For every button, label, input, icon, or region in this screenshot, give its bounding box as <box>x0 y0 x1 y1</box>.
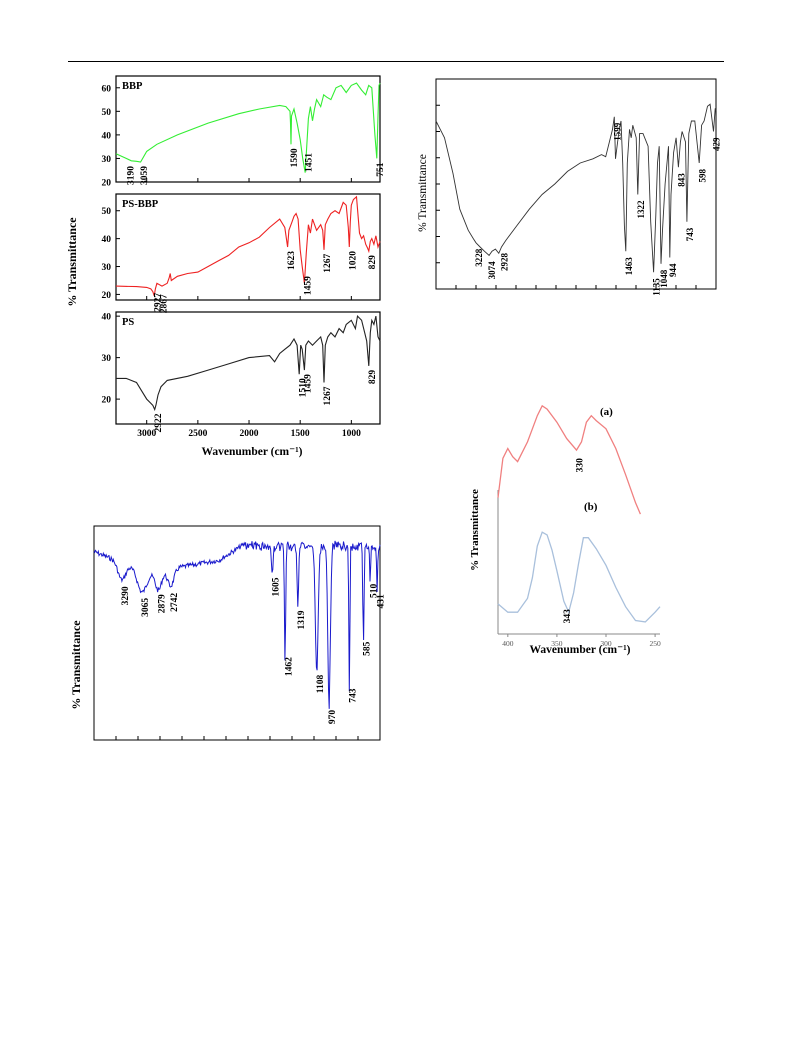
peak-label: 2742 <box>170 593 180 612</box>
spectrum-line <box>115 195 381 296</box>
peak-label: 1135 <box>652 278 662 296</box>
ftir-blue-ylabel: % Transmittance <box>69 620 83 710</box>
peak-label: 3228 <box>474 248 484 266</box>
peak-label: 1048 <box>659 269 669 288</box>
series-label-b: (b) <box>584 501 598 513</box>
panel-frame <box>115 75 381 183</box>
peak-label: 3065 <box>141 598 151 617</box>
peak-label: 1451 <box>304 153 314 172</box>
peak-label: 330 <box>576 458 586 473</box>
peak-label: 2922 <box>154 413 164 432</box>
peak-label: 1462 <box>284 657 294 676</box>
y-tick-label: 60 <box>102 84 112 94</box>
x-tick-label: 1000 <box>342 429 361 439</box>
ftir-stack-ylabel: % Transmittance <box>65 217 79 307</box>
peak-label: 1319 <box>297 610 307 629</box>
y-tick-label: 20 <box>102 291 112 301</box>
panel-label: BBP <box>122 81 143 92</box>
y-tick-label: 30 <box>102 263 112 273</box>
peak-label: 2928 <box>500 253 510 272</box>
x-tick-label: 3000 <box>137 429 156 439</box>
peak-label: 970 <box>328 710 338 725</box>
peak-label: 431 <box>376 594 386 609</box>
peak-label: 510 <box>369 583 379 598</box>
y-tick-label: 30 <box>102 155 112 165</box>
x-tick-label: 2500 <box>188 429 207 439</box>
peak-label: 1599 <box>612 122 622 141</box>
peak-label: 751 <box>376 162 386 177</box>
y-tick-label: 40 <box>102 131 112 141</box>
y-tick-label: 20 <box>102 179 112 189</box>
peak-label: 1605 <box>271 577 281 596</box>
peak-label: 1459 <box>304 374 314 393</box>
far-ir-ylabel: % Transmittance <box>469 489 481 571</box>
x-tick-label: 400 <box>502 639 514 648</box>
peak-label: 598 <box>697 169 707 183</box>
spectrum-line <box>116 314 381 412</box>
header-rule <box>68 61 724 62</box>
peak-label: 3074 <box>487 261 497 280</box>
peak-label: 3190 <box>126 166 136 185</box>
peak-label: 2927 <box>153 293 163 312</box>
x-tick-label: 2000 <box>240 429 259 439</box>
peak-label: 1108 <box>316 674 326 693</box>
ftir-right-ylabel: % Transmittance <box>417 154 429 232</box>
series-label-a: (a) <box>600 406 613 418</box>
stack-panel-bbp: 20 30 40 50 60 BBP 3190 3059 1590 1451 751 <box>102 75 386 189</box>
panel-frame <box>115 311 381 425</box>
peak-label: 585 <box>363 641 373 656</box>
peak-label: 843 <box>676 173 686 187</box>
far-ir-xlabel: Wavenumber (cm⁻¹) <box>530 644 631 656</box>
plot-frame <box>93 525 381 741</box>
y-tick-label: 50 <box>102 207 112 217</box>
y-tick-label: 20 <box>102 396 112 406</box>
far-ir-figure: 400 350 300 250 330 343 (a) (b) % Transmittance… <box>469 404 661 656</box>
peak-label: 3290 <box>121 586 131 605</box>
ftir-blue-figure: 3290 3065 2879 2742 1605 1462 1319 1108 970 743 58… <box>69 525 386 741</box>
peak-label: 1459 <box>304 276 314 295</box>
series-line-1 <box>497 531 661 623</box>
peak-label: 1590 <box>290 148 300 167</box>
x-tick-label: 300 <box>600 639 612 648</box>
peak-label: 1463 <box>624 257 634 276</box>
peak-label: 1623 <box>287 251 297 270</box>
ftir-stack-xlabel: Wavenumber (cm⁻¹) <box>202 446 303 458</box>
x-tick-label: 350 <box>551 639 563 648</box>
spectrum-line <box>93 540 381 709</box>
peak-label: 829 <box>368 255 378 270</box>
peak-label: 429 <box>712 137 722 151</box>
series-line-0 <box>497 404 641 515</box>
peak-label: 1267 <box>323 386 333 405</box>
y-tick-label: 50 <box>102 108 112 118</box>
x-tick-label: 1500 <box>291 429 310 439</box>
panel-label: PS-BBP <box>122 199 159 210</box>
peak-label: 1510 <box>298 378 308 397</box>
panel-frame <box>115 193 381 301</box>
peak-label: 743 <box>685 227 695 241</box>
panel-label: PS <box>122 317 134 328</box>
spectrum-line <box>435 103 717 273</box>
peak-label: 743 <box>349 688 359 703</box>
peak-label: 1267 <box>323 254 333 273</box>
ftir-stack-figure: 20 30 40 50 60 BBP 3190 3059 1590 1451 751 20 30 40 50… <box>65 75 386 458</box>
peak-label: 1322 <box>636 200 646 219</box>
peak-label: 944 <box>668 263 678 277</box>
peak-label: 343 <box>563 609 573 624</box>
y-tick-label: 40 <box>102 313 112 323</box>
peak-label: 2867 <box>159 294 169 313</box>
peak-label: 3059 <box>140 166 150 185</box>
spectrum-line <box>115 82 381 173</box>
peak-label: 2879 <box>158 594 168 613</box>
peak-label: 829 <box>368 370 378 385</box>
y-tick-label: 30 <box>102 354 112 364</box>
y-tick-label: 40 <box>102 235 112 245</box>
peak-label: 1020 <box>348 251 358 270</box>
x-tick-label: 250 <box>649 639 661 648</box>
